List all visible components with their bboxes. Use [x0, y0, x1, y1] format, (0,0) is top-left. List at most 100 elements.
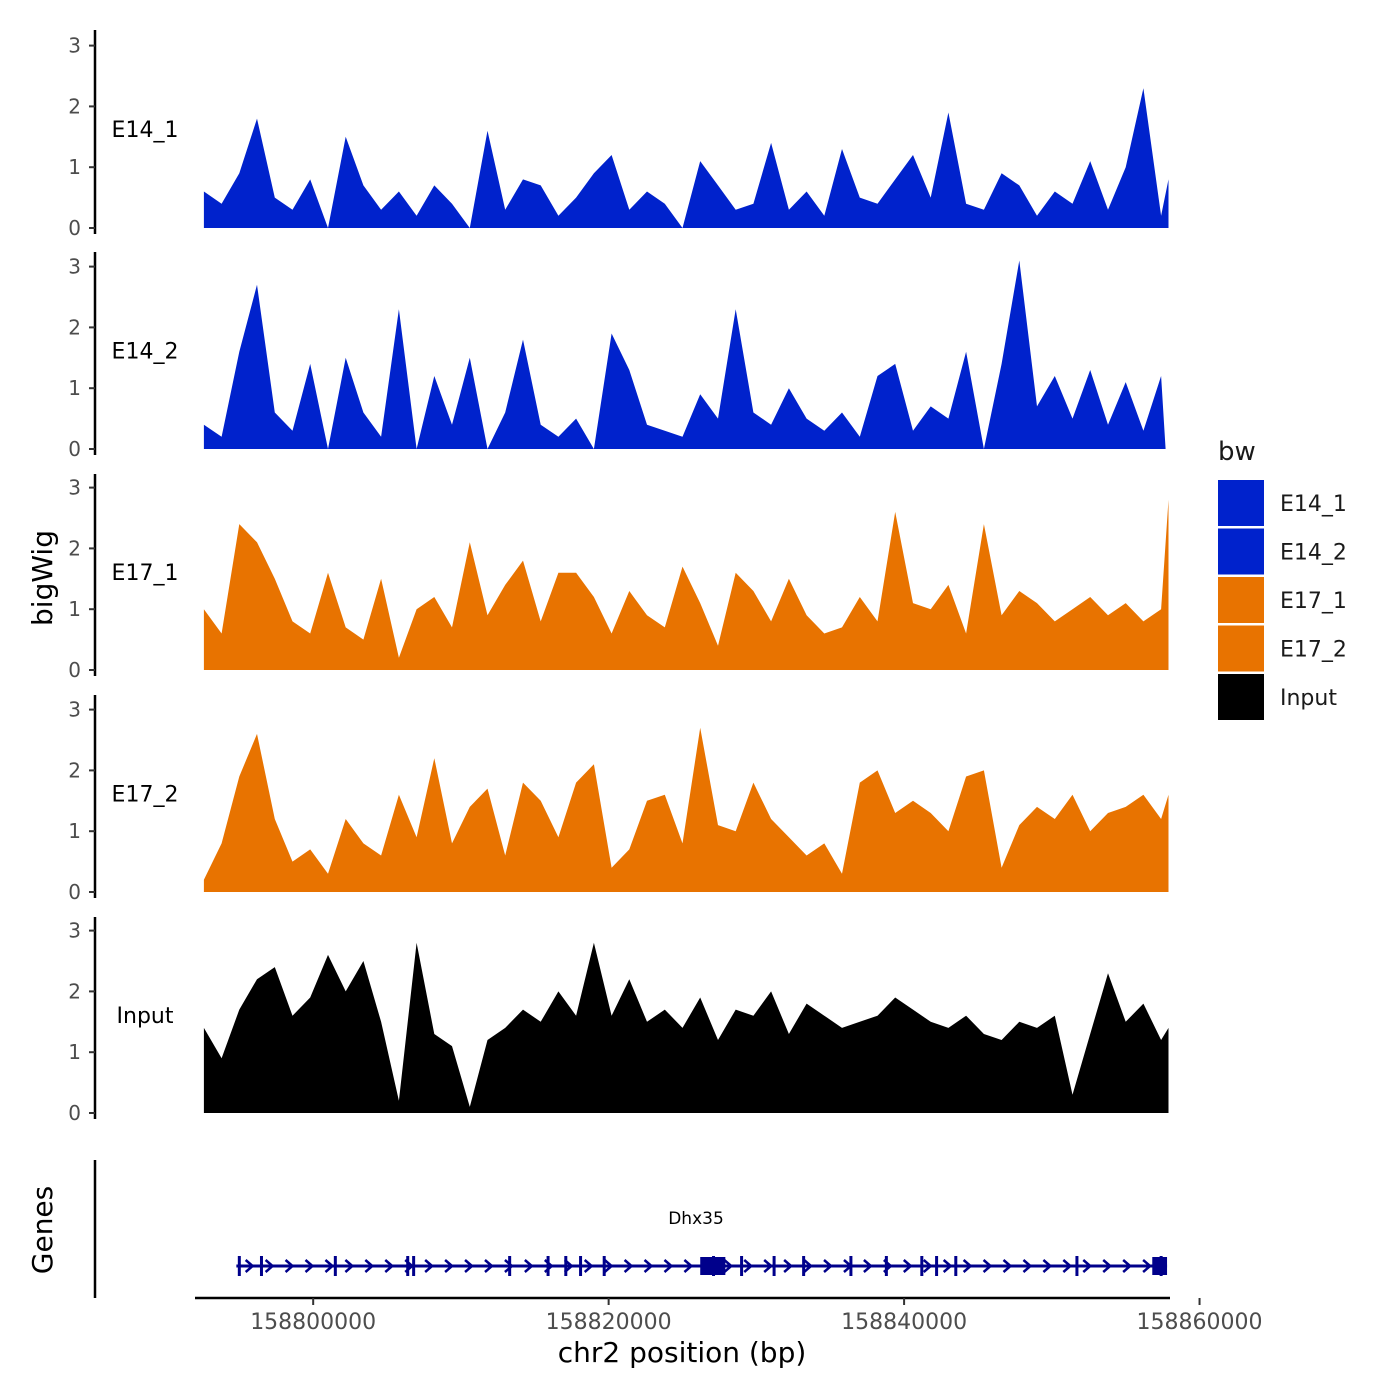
y-tick-label: 1: [68, 376, 81, 400]
gene-name-label: Dhx35: [668, 1209, 724, 1229]
track-panel-E17_2: 0 1 2 3 E17_2: [68, 695, 1169, 904]
track-label: E14_1: [112, 118, 179, 143]
y-tick-label: 1: [68, 597, 81, 621]
signal-area-E14_1: [203, 88, 1169, 228]
exon-block: [700, 1257, 726, 1275]
strand-arrow: [683, 1259, 694, 1273]
strand-arrow: [444, 1259, 455, 1273]
y-tick-label: 0: [68, 880, 81, 904]
legend-label: E17_1: [1280, 589, 1347, 614]
signal-area-E14_2: [203, 260, 1166, 449]
strand-arrow: [484, 1259, 494, 1273]
x-tick-label: 158840000: [841, 1310, 967, 1335]
strand-arrow: [384, 1259, 395, 1273]
x-axis-title: chr2 position (bp): [558, 1336, 807, 1369]
strand-arrow: [284, 1259, 295, 1273]
track-label: E17_1: [112, 561, 179, 586]
genes-axis-title: Genes: [26, 1186, 59, 1274]
y-tick-label: 3: [68, 476, 81, 500]
legend-swatch-Input: [1218, 674, 1264, 720]
track-panel-E14_2: 0 1 2 3 E14_2: [68, 252, 1166, 461]
y-tick-label: 2: [68, 536, 81, 560]
strand-arrow: [1002, 1259, 1013, 1273]
legend-label: E14_1: [1280, 492, 1347, 517]
track-label: Input: [117, 1004, 174, 1029]
y-tick-label: 0: [68, 437, 81, 461]
strand-arrow: [962, 1259, 973, 1273]
genes-layer: Dhx35: [93, 1160, 1168, 1298]
strand-arrow: [643, 1259, 654, 1273]
strand-arrow: [863, 1259, 873, 1273]
legend-swatch-E14_2: [1218, 528, 1264, 575]
y-axis-title: bigWig: [26, 530, 59, 626]
tracks-layer: 0 1 2 3 E14_1 0 1 2 3 E14_2 0 1 2 3 E17_1 0 1 2 3 E17_2 0 1 2 3…: [68, 30, 1169, 1125]
y-tick-label: 2: [68, 315, 81, 339]
y-tick-label: 1: [68, 1040, 81, 1064]
strand-arrow: [524, 1259, 534, 1273]
strand-arrow: [244, 1259, 255, 1273]
axis-titles: bigWig Genes chr2 position (bp): [26, 530, 806, 1369]
strand-arrow: [424, 1259, 435, 1273]
x-tick-label: 158860000: [1137, 1310, 1263, 1335]
y-tick-label: 1: [68, 155, 81, 179]
y-tick-label: 2: [68, 979, 81, 1003]
y-tick-label: 0: [68, 1101, 81, 1125]
strand-arrow: [743, 1259, 754, 1273]
strand-arrow: [304, 1259, 315, 1273]
strand-arrow: [942, 1259, 953, 1273]
signal-area-E17_2: [203, 727, 1169, 892]
y-tick-label: 0: [68, 658, 81, 682]
track-panel-Input: 0 1 2 3 Input: [68, 917, 1169, 1125]
track-panel-E14_1: 0 1 2 3 E14_1: [68, 30, 1169, 240]
y-tick-label: 2: [68, 758, 81, 782]
strand-arrow: [344, 1259, 355, 1273]
track-label: E14_2: [112, 340, 179, 365]
strand-arrow: [583, 1259, 594, 1273]
strand-arrow: [783, 1259, 794, 1273]
legend-swatch-E17_1: [1218, 577, 1264, 623]
track-label: E17_2: [112, 783, 179, 808]
y-tick-label: 3: [68, 34, 81, 58]
strand-arrow: [823, 1259, 833, 1273]
y-tick-label: 1: [68, 819, 81, 843]
strand-arrow: [364, 1259, 375, 1273]
strand-arrow: [1062, 1259, 1073, 1273]
strand-arrow: [982, 1259, 993, 1273]
y-tick-label: 0: [68, 216, 81, 240]
y-tick-label: 3: [68, 255, 81, 279]
strand-arrow: [264, 1259, 275, 1273]
strand-arrow: [902, 1259, 913, 1273]
y-tick-label: 3: [68, 919, 81, 943]
strand-arrow: [623, 1259, 634, 1273]
signal-area-Input: [203, 942, 1169, 1113]
strand-arrow: [1042, 1259, 1053, 1273]
y-tick-label: 2: [68, 94, 81, 118]
strand-arrow: [1142, 1259, 1153, 1273]
y-tick-label: 3: [68, 698, 81, 722]
strand-arrow: [663, 1259, 674, 1273]
x-axis: 158800000 158820000 158840000 158860000: [195, 1296, 1263, 1335]
legend: bw E14_1 E14_2 E17_1 E17_2 Input: [1218, 437, 1347, 720]
x-tick-label: 158800000: [250, 1310, 376, 1335]
strand-arrow: [1022, 1259, 1033, 1273]
x-tick-label: 158820000: [546, 1310, 672, 1335]
legend-title: bw: [1218, 437, 1256, 467]
strand-arrow: [763, 1259, 774, 1273]
strand-arrow: [723, 1259, 734, 1273]
exon-block: [1152, 1257, 1168, 1275]
legend-label: E14_2: [1280, 541, 1347, 566]
legend-label: Input: [1280, 686, 1337, 711]
strand-arrow: [1122, 1259, 1133, 1273]
strand-arrow: [1082, 1259, 1093, 1273]
strand-arrow: [603, 1259, 614, 1273]
strand-arrow: [922, 1259, 933, 1273]
track-panel-E17_1: 0 1 2 3 E17_1: [68, 474, 1169, 682]
legend-swatch-E14_1: [1218, 480, 1264, 526]
signal-area-E17_1: [203, 499, 1169, 670]
legend-label: E17_2: [1280, 638, 1347, 663]
strand-arrow: [504, 1259, 514, 1273]
strand-arrow: [1102, 1259, 1113, 1273]
legend-swatch-E17_2: [1218, 625, 1264, 672]
